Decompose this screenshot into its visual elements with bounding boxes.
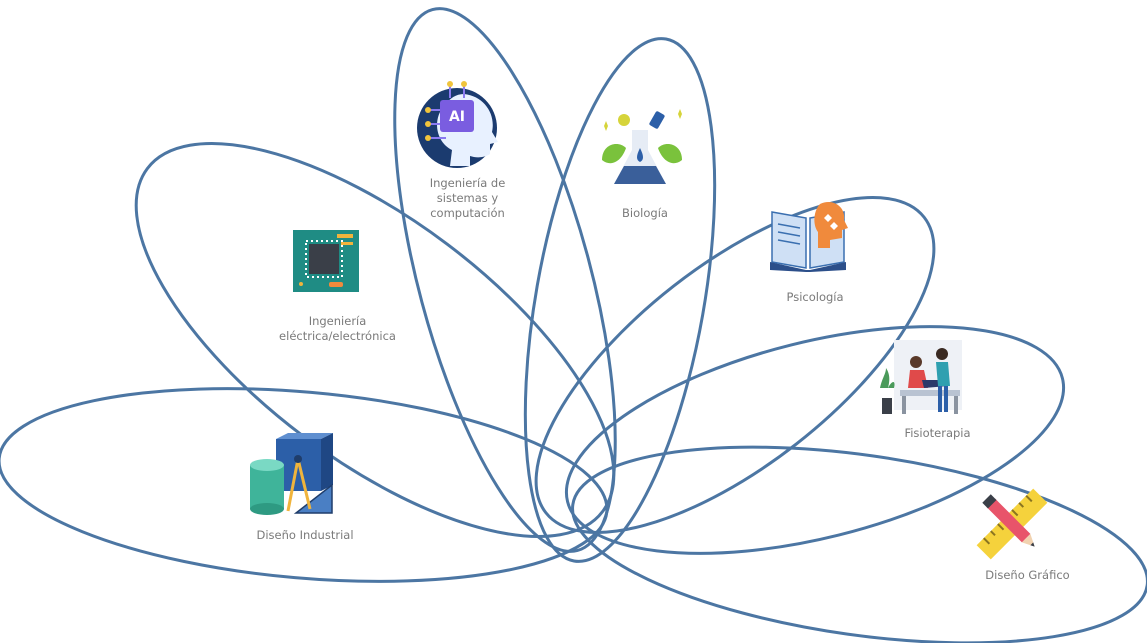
drafting-tools-icon <box>250 433 333 515</box>
petal-fisioterapia <box>564 325 1066 555</box>
circuit-chip-icon <box>293 230 359 292</box>
node-diseno-grafico: Diseño Gráfico <box>960 488 1095 588</box>
label-diseno-industrial: Diseño Industrial <box>256 528 354 542</box>
node-ingenieria-electrica: Ingeniería eléctrica/electrónica <box>255 230 420 350</box>
node-biologia: Biología <box>590 108 700 223</box>
label-fisioterapia: Fisioterapia <box>904 426 971 440</box>
book-mind-icon <box>770 201 848 272</box>
petal-diseno-grafico <box>571 445 1147 643</box>
petal-ingenieria-sistemas <box>393 7 617 553</box>
petal-biologia <box>523 37 717 563</box>
petal-psicologia <box>534 196 936 534</box>
node-diseno-industrial: Diseño Industrial <box>230 433 380 543</box>
node-psicologia: Psicología <box>760 200 870 310</box>
ai-brain-icon: AI <box>417 81 498 168</box>
ruler-pencil-icon <box>976 488 1048 560</box>
label-ingenieria-electrica: Ingeniería eléctrica/electrónica <box>279 314 396 343</box>
node-ingenieria-sistemas: AI Ingeniería de sistemas y computación <box>400 80 535 230</box>
label-ingenieria-sistemas: Ingeniería de sistemas y computación <box>429 176 506 220</box>
label-diseno-grafico: Diseño Gráfico <box>985 568 1070 582</box>
lab-flask-icon <box>602 109 682 184</box>
node-fisioterapia: Fisioterapia <box>870 340 1005 445</box>
label-biologia: Biología <box>622 206 668 220</box>
therapy-session-icon <box>880 340 962 414</box>
label-psicologia: Psicología <box>786 290 844 304</box>
svg-text:AI: AI <box>449 109 465 125</box>
